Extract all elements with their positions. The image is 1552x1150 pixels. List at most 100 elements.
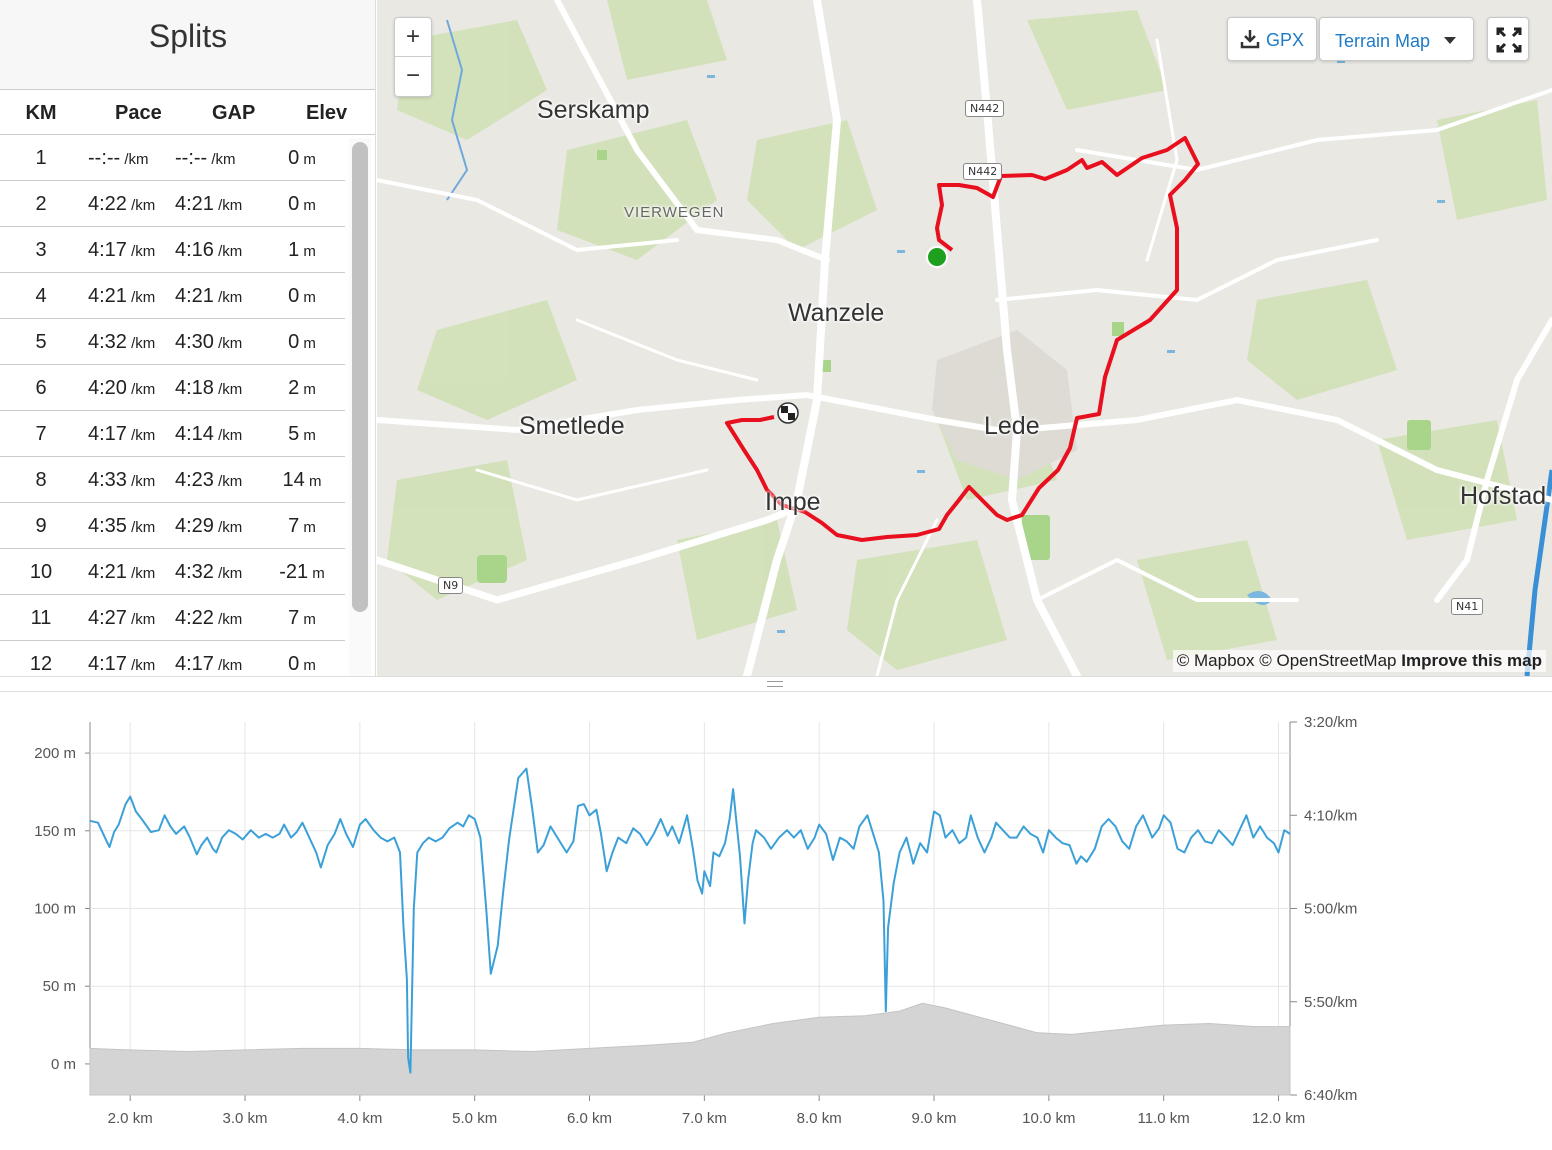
place-serskamp: Serskamp bbox=[537, 96, 650, 124]
place-lede: Lede bbox=[984, 412, 1040, 440]
y-tick-label-right: 5:00/km bbox=[1304, 901, 1357, 918]
x-tick-label: 6.0 km bbox=[567, 1110, 612, 1127]
split-elev: 0 m bbox=[288, 285, 316, 307]
split-km: 11 bbox=[30, 607, 52, 629]
split-km: 7 bbox=[35, 423, 47, 445]
split-elev: -21 m bbox=[279, 561, 325, 583]
split-km: 2 bbox=[35, 193, 47, 215]
split-elev: 14 m bbox=[282, 469, 322, 491]
split-km: 10 bbox=[29, 561, 53, 583]
route-line bbox=[725, 136, 1200, 542]
zoom-control: + − bbox=[394, 17, 432, 97]
split-gap: 4:16 /km bbox=[175, 239, 243, 261]
split-gap: 4:18 /km bbox=[175, 377, 243, 399]
route-map[interactable]: Serskamp VIERWEGEN Wanzele Smetlede Lede… bbox=[377, 0, 1552, 676]
x-tick-label: 8.0 km bbox=[797, 1110, 842, 1127]
split-pace: 4:35 /km bbox=[88, 515, 156, 537]
map-style-dropdown[interactable]: Terrain Map bbox=[1319, 17, 1474, 61]
split-pace: 4:20 /km bbox=[88, 377, 156, 399]
split-row[interactable]: 3 4:17 /km 4:16 /km 1 m bbox=[0, 227, 345, 273]
splits-title: Splits bbox=[0, 0, 375, 90]
split-gap: 4:29 /km bbox=[175, 515, 243, 537]
y-tick-label-right: 6:40/km bbox=[1304, 1087, 1357, 1104]
elevation-pace-chart[interactable]: 200 m 150 m 100 m 50 m 0 m 3:20/km 4:10/km 5:00… bbox=[0, 692, 1552, 1150]
start-marker bbox=[926, 246, 948, 268]
download-icon bbox=[1240, 30, 1260, 49]
caret-down-icon bbox=[1444, 37, 1456, 44]
split-km: 1 bbox=[35, 147, 47, 169]
y-tick-label-left: 150 m bbox=[34, 823, 76, 840]
split-pace: 4:33 /km bbox=[88, 469, 156, 491]
header-elev[interactable]: Elev bbox=[306, 102, 348, 124]
split-pace: 4:22 /km bbox=[88, 193, 156, 215]
place-hofstad: Hofstad bbox=[1460, 482, 1547, 510]
split-pace: 4:17 /km bbox=[88, 423, 156, 445]
improve-map-link[interactable]: Improve this map bbox=[1401, 651, 1542, 670]
road-shield-n442-2: N442 bbox=[963, 163, 1003, 180]
split-row[interactable]: 7 4:17 /km 4:14 /km 5 m bbox=[0, 411, 345, 457]
split-elev: 2 m bbox=[288, 377, 316, 399]
split-elev: 5 m bbox=[288, 423, 316, 445]
split-gap: 4:23 /km bbox=[175, 469, 243, 491]
split-row[interactable]: 11 4:27 /km 4:22 /km 7 m bbox=[0, 595, 345, 641]
split-elev: 0 m bbox=[288, 193, 316, 215]
zoom-out-button[interactable]: − bbox=[405, 62, 420, 89]
road-shield-n9: N9 bbox=[438, 577, 464, 594]
split-row[interactable]: 2 4:22 /km 4:21 /km 0 m bbox=[0, 181, 345, 227]
splits-header: KM Pace GAP Elev bbox=[0, 90, 375, 135]
splits-panel: Splits KM Pace GAP Elev 1 --:-- /km --:-- … bbox=[0, 0, 376, 676]
split-elev: 0 m bbox=[288, 653, 316, 675]
zoom-in-button[interactable]: + bbox=[395, 18, 431, 57]
split-row[interactable]: 8 4:33 /km 4:23 /km 14 m bbox=[0, 457, 345, 503]
x-tick-label: 2.0 km bbox=[108, 1110, 153, 1127]
split-pace: 4:21 /km bbox=[88, 561, 156, 583]
split-pace: 4:17 /km bbox=[88, 239, 156, 261]
road-shield-n41: N41 bbox=[1451, 598, 1484, 615]
y-tick-label-left: 0 m bbox=[51, 1056, 76, 1073]
attribution-mapbox[interactable]: © Mapbox bbox=[1176, 651, 1255, 670]
map-canvas bbox=[377, 0, 1552, 676]
map-style-label: Terrain Map bbox=[1335, 31, 1431, 51]
header-pace[interactable]: Pace bbox=[115, 102, 162, 124]
panel-resize-handle[interactable] bbox=[0, 676, 1552, 692]
split-km: 9 bbox=[35, 515, 47, 537]
x-tick-label: 9.0 km bbox=[912, 1110, 957, 1127]
split-row[interactable]: 6 4:20 /km 4:18 /km 2 m bbox=[0, 365, 345, 411]
fullscreen-icon bbox=[1496, 27, 1522, 53]
pace-line bbox=[89, 767, 1291, 1074]
gpx-download-button[interactable]: GPX bbox=[1227, 17, 1317, 61]
grip-icon bbox=[767, 681, 783, 687]
y-tick-label-right: 3:20/km bbox=[1304, 714, 1357, 731]
fullscreen-button[interactable] bbox=[1487, 17, 1529, 61]
map-attribution: © Mapbox © OpenStreetMap Improve this ma… bbox=[1172, 650, 1546, 672]
split-elev: 1 m bbox=[288, 239, 316, 261]
x-tick-label: 7.0 km bbox=[682, 1110, 727, 1127]
x-tick-label: 12.0 km bbox=[1252, 1110, 1305, 1127]
splits-table-body[interactable]: 1 --:-- /km --:-- /km 0 m 2 4:22 /km 4:21 /km 0… bbox=[0, 135, 345, 676]
x-tick-label: 11.0 km bbox=[1138, 1110, 1190, 1127]
x-tick-label: 3.0 km bbox=[223, 1110, 268, 1127]
x-tick-label: 4.0 km bbox=[337, 1110, 382, 1127]
split-elev: 7 m bbox=[288, 607, 316, 629]
header-km[interactable]: KM bbox=[25, 102, 57, 124]
split-gap: 4:30 /km bbox=[175, 331, 243, 353]
split-km: 8 bbox=[35, 469, 47, 491]
split-gap: 4:21 /km bbox=[175, 285, 243, 307]
split-row[interactable]: 5 4:32 /km 4:30 /km 0 m bbox=[0, 319, 345, 365]
split-elev: 7 m bbox=[288, 515, 316, 537]
split-row[interactable]: 9 4:35 /km 4:29 /km 7 m bbox=[0, 503, 345, 549]
split-row[interactable]: 1 --:-- /km --:-- /km 0 m bbox=[0, 135, 345, 181]
split-row[interactable]: 4 4:21 /km 4:21 /km 0 m bbox=[0, 273, 345, 319]
split-pace: 4:17 /km bbox=[88, 653, 156, 675]
splits-scrollbar-thumb[interactable] bbox=[352, 142, 368, 612]
x-tick-label: 5.0 km bbox=[452, 1110, 497, 1127]
place-vierwegen: VIERWEGEN bbox=[624, 204, 725, 221]
split-gap: 4:21 /km bbox=[175, 193, 243, 215]
split-pace: 4:27 /km bbox=[88, 607, 156, 629]
header-gap[interactable]: GAP bbox=[212, 102, 256, 124]
y-tick-label-right: 5:50/km bbox=[1304, 994, 1357, 1011]
split-row[interactable]: 12 4:17 /km 4:17 /km 0 m bbox=[0, 641, 345, 676]
attribution-osm[interactable]: © OpenStreetMap bbox=[1259, 651, 1397, 670]
split-gap: --:-- /km bbox=[175, 147, 236, 169]
split-row[interactable]: 10 4:21 /km 4:32 /km -21 m bbox=[0, 549, 345, 595]
